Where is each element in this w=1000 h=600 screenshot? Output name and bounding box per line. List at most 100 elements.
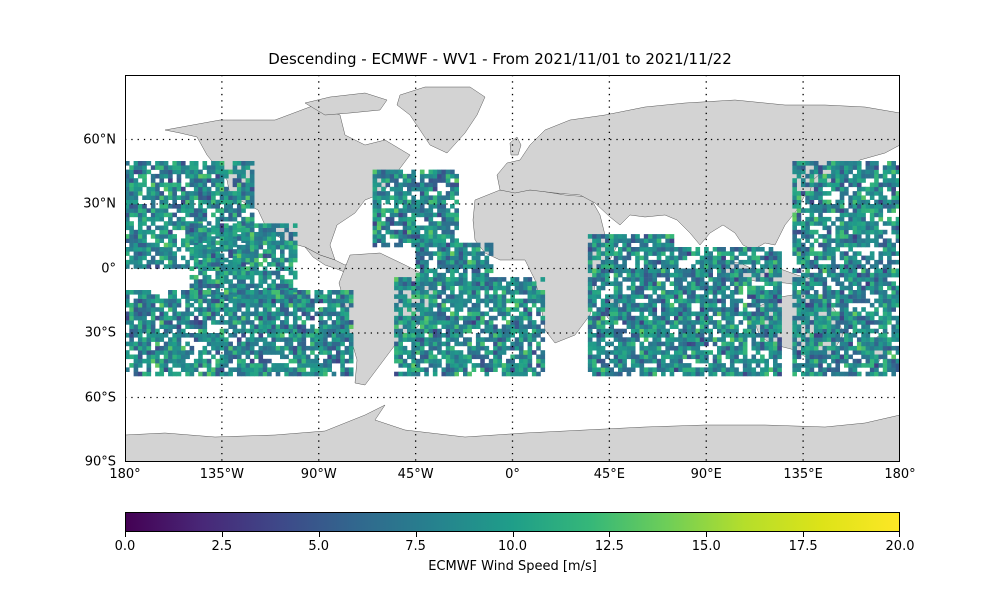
wind-cell [224,274,229,280]
wind-cell [146,302,152,308]
wind-cell [125,302,130,308]
wind-cell [211,371,216,377]
wind-cell [198,208,203,213]
wind-cell [467,324,472,329]
wind-cell [891,191,896,196]
wind-cell [805,199,810,205]
wind-cell [742,281,748,286]
wind-cell [844,302,849,308]
wind-cell [262,253,268,259]
wind-cell [878,173,884,179]
wind-cell [717,345,722,351]
wind-cell [454,259,459,265]
wind-cell [831,315,836,321]
wind-cell [708,277,714,282]
wind-cell [445,247,451,252]
wind-cell [669,264,675,269]
wind-cell [419,199,425,205]
wind-cell [792,337,797,342]
wind-cell [869,337,875,342]
wind-cell [284,294,289,299]
wind-cell [738,320,744,325]
wind-cell [488,350,494,355]
wind-cell [839,242,845,248]
wind-cell [394,350,399,355]
wind-cell [835,169,841,175]
wind-cell [340,307,345,312]
wind-cell [751,345,757,351]
wind-cell [777,285,782,291]
wind-cell [887,165,892,170]
wind-cell [198,204,203,209]
wind-cell [839,298,845,304]
wind-cell [772,251,778,256]
wind-cell [691,324,696,329]
wind-cell [480,272,485,278]
wind-cell [411,242,416,248]
wind-cell [480,281,485,286]
wind-cell [686,371,692,377]
wind-cell [639,333,645,338]
wind-cell [643,371,649,377]
wind-cell [831,302,836,308]
wind-cell [605,302,610,308]
wind-cell [150,311,156,317]
wind-cell [540,294,546,299]
wind-cell [475,315,481,321]
colorbar [125,512,900,532]
wind-cell [613,363,619,368]
wind-cell [818,358,823,364]
wind-cell [475,290,481,295]
wind-cell [402,178,408,183]
wind-cell [419,328,425,334]
wind-cell [887,281,892,286]
wind-cell [869,169,875,175]
wind-cell [887,251,892,256]
wind-cell [437,259,442,265]
wind-cell [437,294,442,299]
lon-label: 90°E [690,467,722,482]
wind-cell [493,307,498,312]
wind-cell [450,234,455,239]
wind-cell [288,257,294,263]
wind-cell [764,277,769,282]
wind-cell [600,350,606,355]
wind-cell [856,272,862,278]
wind-cell [232,257,238,263]
wind-cell [146,169,152,175]
wind-cell [760,268,765,274]
wind-cell [605,238,610,243]
wind-cell [622,363,627,368]
wind-cell [617,294,623,299]
wind-cell [323,311,328,317]
wind-cell [180,199,186,205]
wind-cell [245,345,251,351]
wind-cell [626,311,632,317]
wind-cell [826,247,832,252]
wind-cell [669,242,675,248]
wind-cell [275,266,281,271]
wind-cell [245,240,251,246]
wind-cell [839,225,845,231]
wind-cell [241,315,246,321]
wind-cell [467,259,472,265]
wind-cell [835,199,841,205]
wind-cell [682,350,688,355]
wind-cell [891,272,896,278]
wind-cell [142,169,147,175]
wind-cell [159,363,165,368]
wind-cell [219,279,225,284]
wind-cell [129,191,134,196]
wind-cell [180,290,186,295]
wind-cell [792,161,797,166]
wind-cell [600,315,606,321]
wind-cell [432,345,438,351]
wind-cell [206,204,212,209]
wind-cell [163,333,169,338]
wind-cell [314,311,320,317]
wind-cell [335,337,341,342]
wind-cell [419,320,425,325]
wind-cell [168,221,173,226]
wind-cell [415,234,421,239]
wind-cell [428,277,434,282]
